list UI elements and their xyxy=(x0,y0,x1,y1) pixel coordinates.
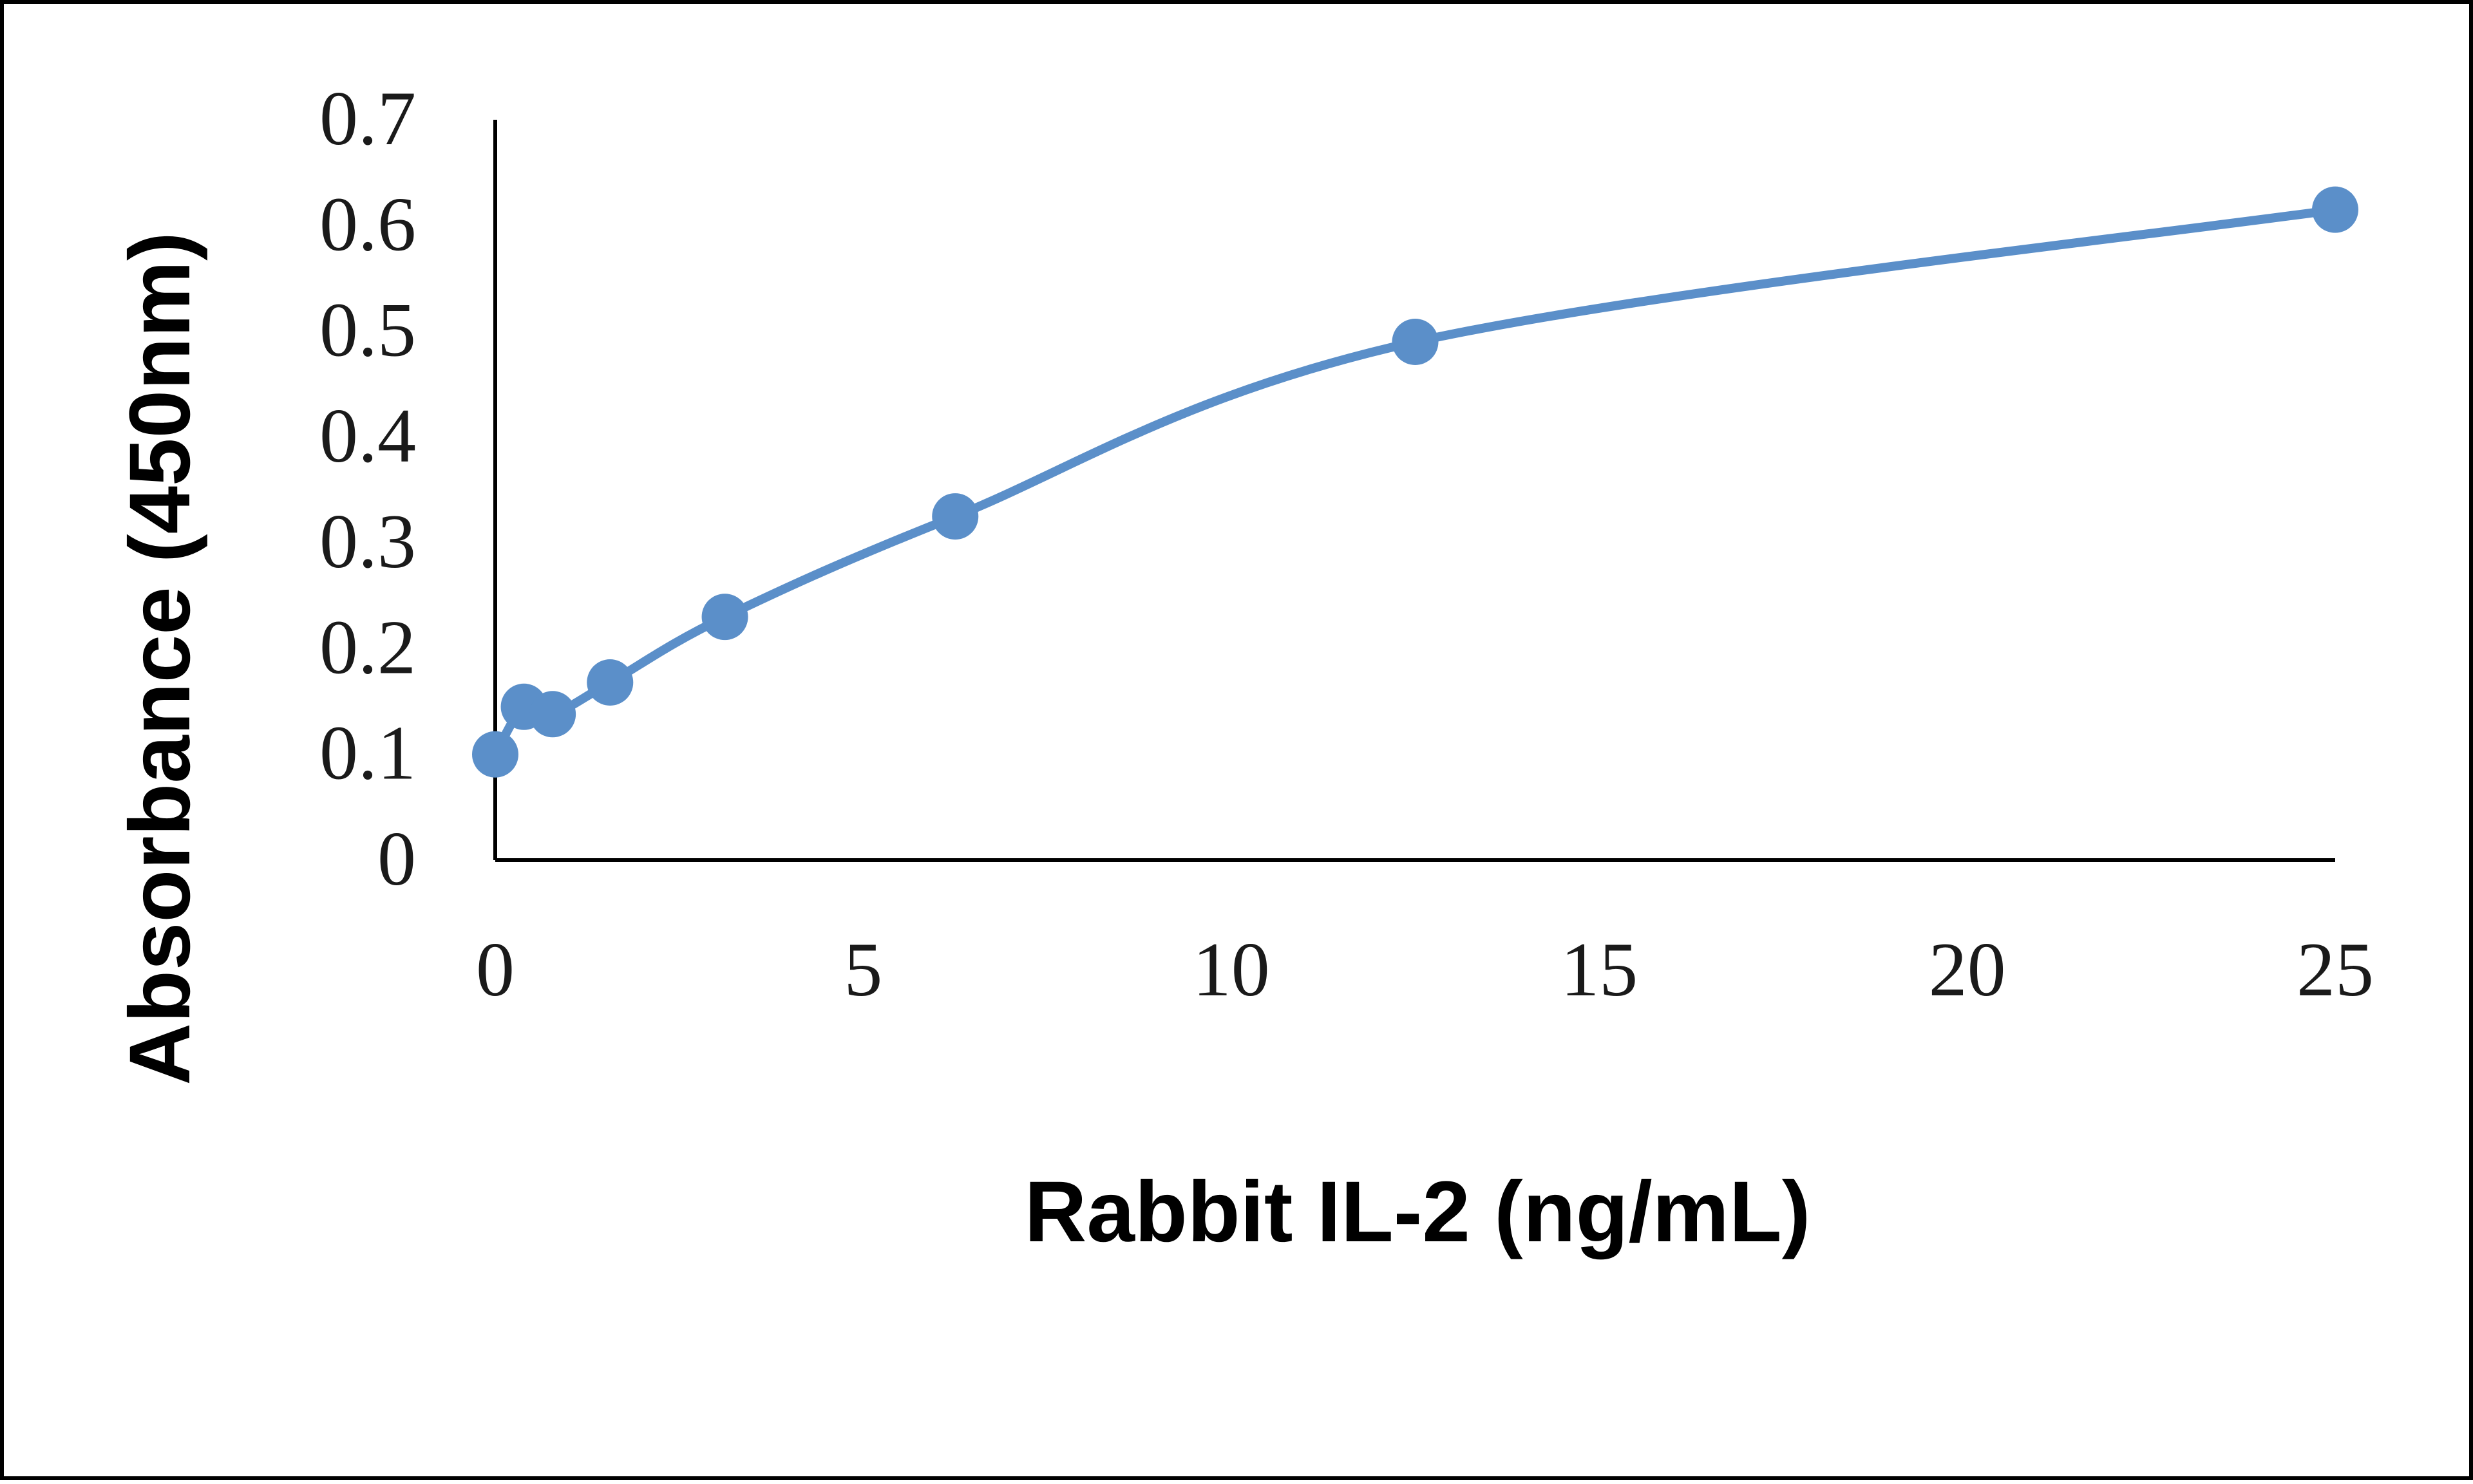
x-tick-label: 25 xyxy=(2297,926,2374,1012)
x-tick-label: 10 xyxy=(1193,926,1270,1012)
y-tick-label: 0.1 xyxy=(319,710,416,796)
y-tick-label: 0.5 xyxy=(319,287,416,373)
x-tick-label: 15 xyxy=(1560,926,1638,1012)
data-point xyxy=(472,731,518,778)
x-tick-label: 5 xyxy=(844,926,882,1012)
y-tick-label: 0.6 xyxy=(319,181,416,267)
y-tick-label: 0 xyxy=(377,816,416,901)
data-point xyxy=(1392,319,1439,365)
y-axis: 0 0.1 0.2 0.3 0.4 0.5 0.6 0.7 xyxy=(319,75,497,901)
data-point xyxy=(701,594,748,641)
data-point xyxy=(529,691,576,738)
y-tick-label: 0.4 xyxy=(319,393,416,478)
y-axis-title: Absorbance (450nm) xyxy=(112,232,208,1085)
y-tick-label: 0.7 xyxy=(319,75,416,161)
series-group xyxy=(472,186,2358,778)
y-tick-label: 0.2 xyxy=(319,604,416,690)
data-point xyxy=(2312,186,2358,233)
data-point xyxy=(932,493,979,540)
x-axis-title: Rabbit IL-2 (ng/mL) xyxy=(1025,1164,1811,1260)
x-tick-label: 20 xyxy=(1929,926,2006,1012)
y-tick-label: 0.3 xyxy=(319,498,416,584)
series-line xyxy=(491,205,2340,759)
x-tick-label: 0 xyxy=(476,926,515,1012)
x-axis: 0 5 10 15 20 25 xyxy=(476,858,2374,1012)
chart-svg: 0 0.1 0.2 0.3 0.4 0.5 0.6 0.7 0 5 10 15 20 25 Absorb… xyxy=(112,75,2374,1260)
data-point xyxy=(587,659,634,706)
